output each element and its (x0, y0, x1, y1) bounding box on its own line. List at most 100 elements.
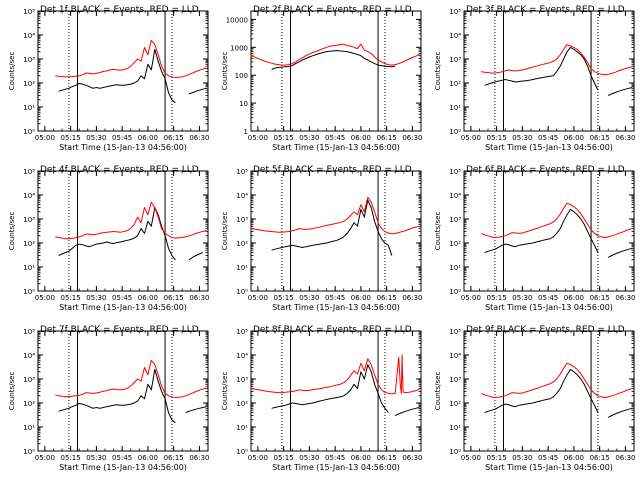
plot-frame (37, 10, 209, 132)
y-tick-label: 10¹ (23, 104, 35, 112)
y-axis-label: Counts/sec (8, 212, 16, 251)
y-axis-label: Counts/sec (8, 372, 16, 411)
events-series-line (607, 407, 633, 418)
x-tick-label: 05:00 (461, 134, 481, 142)
x-tick-label: 05:45 (325, 294, 345, 302)
y-tick-label: 10 (239, 100, 248, 108)
x-tick-label: 06:30 (615, 454, 635, 462)
y-tick-label: 10⁴ (449, 32, 461, 40)
events-series-line (271, 199, 393, 256)
events-series-line (484, 47, 599, 91)
y-tick-label: 10³ (236, 376, 248, 384)
plot-frame (37, 170, 209, 292)
x-tick-label: 06:15 (590, 134, 610, 142)
y-tick-label: 10⁴ (449, 192, 461, 200)
y-tick-label: 10² (23, 240, 35, 248)
y-axis-label: Counts/sec (221, 372, 229, 411)
y-tick-label: 10⁰ (449, 448, 461, 456)
lld-series-line (250, 43, 420, 66)
y-tick-label: 10⁰ (236, 448, 248, 456)
x-tick-label: 05:15 (487, 454, 507, 462)
x-tick-label: 05:00 (35, 454, 55, 462)
plot-frame (463, 330, 635, 452)
x-tick-label: 05:30 (512, 294, 532, 302)
chart-panel-7: Det 7f BLACK = Events, RED = LLD Counts/s… (8, 325, 210, 472)
events-series-line (271, 364, 389, 413)
events-series-line (484, 368, 599, 414)
y-tick-label: 10⁰ (449, 128, 461, 136)
x-tick-label: 05:15 (61, 134, 81, 142)
x-tick-label: 05:15 (274, 134, 294, 142)
chart-title: Det 5f BLACK = Events, RED = LLD (253, 165, 412, 175)
x-tick-label: 06:15 (377, 134, 397, 142)
chart-panel-1: Det 1f BLACK = Events, RED = LLD Counts/s… (8, 5, 210, 152)
y-tick-label: 10² (23, 400, 35, 408)
events-series-line (394, 407, 420, 416)
y-tick-label: 10¹ (449, 264, 461, 272)
x-tick-label: 05:00 (248, 134, 268, 142)
lld-series-line (55, 359, 207, 398)
x-tick-label: 05:00 (35, 134, 55, 142)
x-axis-label: Start Time (15-Jan-13 04:56:00) (59, 463, 187, 472)
x-tick-label: 05:00 (35, 294, 55, 302)
x-tick-label: 06:30 (189, 134, 209, 142)
chart-title: Det 7f BLACK = Events, RED = LLD (40, 325, 199, 335)
x-tick-label: 05:45 (112, 294, 132, 302)
x-axis-label: Start Time (15-Jan-13 04:56:00) (59, 143, 187, 152)
x-tick-label: 05:15 (61, 294, 81, 302)
y-tick-label: 10⁵ (236, 168, 248, 176)
x-axis-label: Start Time (15-Jan-13 04:56:00) (272, 303, 400, 312)
y-tick-label: 10¹ (449, 424, 461, 432)
chart-panel-9: Det 9f BLACK = Events, RED = LLD Counts/s… (434, 325, 636, 472)
x-tick-label: 06:15 (590, 454, 610, 462)
y-tick-label: 10³ (23, 216, 35, 224)
y-tick-label: 10⁰ (236, 288, 248, 296)
y-tick-label: 10³ (449, 376, 461, 384)
plot-frame (37, 330, 209, 452)
lld-series-line (481, 202, 633, 238)
x-tick-label: 06:00 (564, 294, 584, 302)
x-tick-label: 06:15 (164, 294, 184, 302)
x-tick-label: 05:15 (274, 294, 294, 302)
y-tick-label: 10⁰ (23, 288, 35, 296)
x-tick-label: 05:45 (538, 454, 558, 462)
x-tick-label: 05:15 (61, 454, 81, 462)
x-tick-label: 06:15 (164, 454, 184, 462)
x-tick-label: 05:45 (112, 134, 132, 142)
events-series-line (58, 48, 176, 104)
y-tick-label: 10⁵ (449, 168, 461, 176)
chart-title: Det 4f BLACK = Events, RED = LLD (40, 165, 199, 175)
x-axis-label: Start Time (15-Jan-13 04:56:00) (272, 143, 400, 152)
chart-title: Det 1f BLACK = Events, RED = LLD (40, 5, 199, 15)
chart-panel-2: Det 2f BLACK = Events, RED = LLD Counts/s… (221, 5, 423, 152)
y-axis-label: Counts/sec (8, 52, 16, 91)
chart-panel-8: Det 8f BLACK = Events, RED = LLD Counts/s… (221, 325, 423, 472)
x-tick-label: 06:15 (377, 294, 397, 302)
chart-panel-6: Det 6f BLACK = Events, RED = LLD Counts/s… (434, 165, 636, 312)
y-tick-label: 10⁰ (449, 288, 461, 296)
x-tick-label: 05:00 (248, 294, 268, 302)
events-series-line (607, 87, 633, 96)
y-tick-label: 10¹ (236, 264, 248, 272)
y-tick-label: 10³ (23, 376, 35, 384)
x-tick-label: 06:30 (615, 294, 635, 302)
lld-series-line (250, 196, 420, 235)
x-tick-label: 05:00 (461, 454, 481, 462)
x-axis-label: Start Time (15-Jan-13 04:56:00) (59, 303, 187, 312)
chart-title: Det 8f BLACK = Events, RED = LLD (253, 325, 412, 335)
y-tick-label: 10¹ (449, 104, 461, 112)
lld-series-line (481, 44, 633, 76)
y-tick-label: 10000 (226, 16, 248, 24)
chart-title: Det 6f BLACK = Events, RED = LLD (466, 165, 625, 175)
x-tick-label: 06:30 (402, 134, 422, 142)
x-tick-label: 05:30 (299, 294, 319, 302)
y-tick-label: 10² (449, 80, 461, 88)
y-tick-label: 10⁰ (23, 128, 35, 136)
y-tick-label: 10¹ (23, 424, 35, 432)
events-series-line (607, 247, 633, 258)
y-axis-label: Counts/sec (434, 52, 442, 91)
lld-series-line (250, 354, 420, 395)
y-tick-label: 10¹ (23, 264, 35, 272)
y-tick-label: 10² (449, 400, 461, 408)
